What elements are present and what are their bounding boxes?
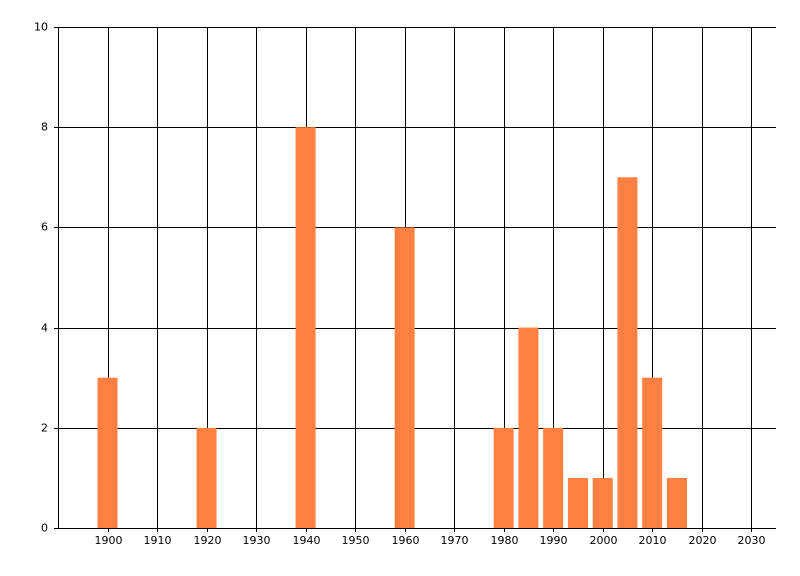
bar [97,377,118,528]
x-tick-label: 1970 [441,534,469,547]
y-tick-label: 0 [41,522,48,535]
y-tick-label: 8 [41,121,48,134]
x-tick-label: 1980 [491,534,519,547]
bar [394,227,415,528]
x-tick-label: 1960 [392,534,420,547]
y-tick-label: 6 [41,221,48,234]
bar [617,177,638,529]
bar [592,477,613,528]
y-tick-label: 10 [34,21,48,34]
x-tick-label: 1930 [243,534,271,547]
bar [642,377,663,528]
bar [666,477,687,528]
x-tick-label: 2010 [639,534,667,547]
y-tick-label: 2 [41,422,48,435]
bar [543,427,564,528]
x-tick-label: 1950 [342,534,370,547]
bar [567,477,588,528]
x-tick-label: 1900 [95,534,123,547]
bar [295,127,316,528]
x-tick-label: 2030 [738,534,766,547]
y-tick-label: 4 [41,322,48,335]
bar [493,427,514,528]
x-tick-label: 1920 [194,534,222,547]
x-tick-label: 2000 [590,534,618,547]
x-tick-label: 1910 [144,534,172,547]
bar [196,427,217,528]
bar [518,327,539,528]
x-tick-label: 1940 [293,534,321,547]
x-tick-label: 1990 [540,534,568,547]
x-tick-label: 2020 [689,534,717,547]
